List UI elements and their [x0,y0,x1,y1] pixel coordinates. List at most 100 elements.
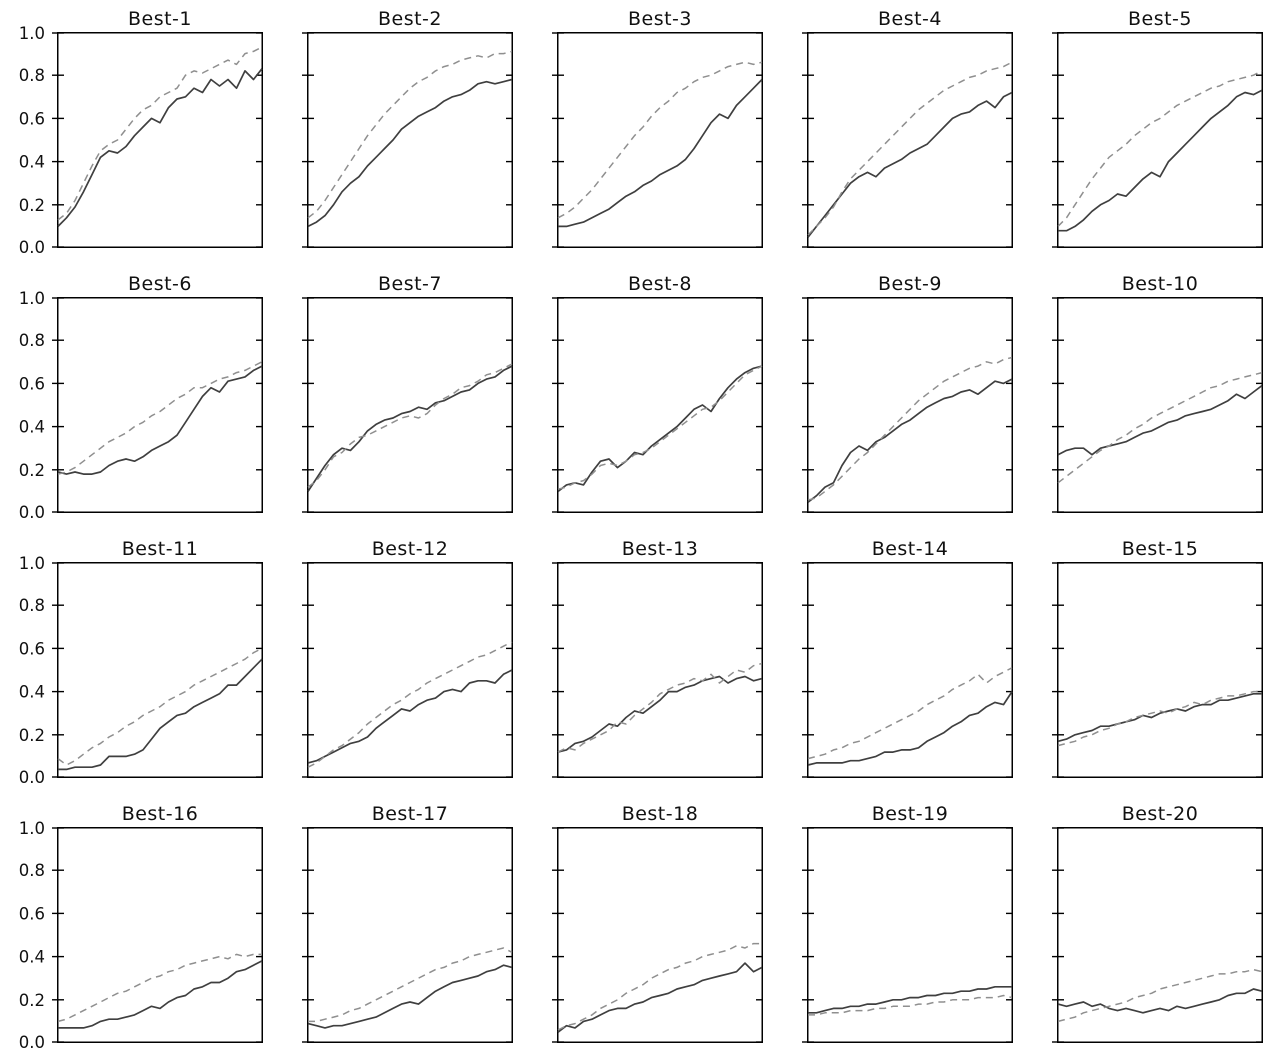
plot-area: 0.0 0.2 0.4 0.6 0.8 1.0 [19,554,263,787]
subplot: Best-17 [302,801,513,1060]
plot-area [302,297,513,513]
subplot: Best-9 [802,271,1013,536]
subplot-title: Best-13 [621,538,699,560]
dashed-series-line [57,953,262,1023]
y-tick-label: 0.2 [19,196,45,215]
plot-area [302,827,513,1043]
subplot-title: Best-5 [1127,8,1193,30]
plot-area [552,827,763,1043]
plot-area [1052,297,1263,513]
subplot-title: Best-8 [627,273,693,295]
subplot: Best-2 [302,6,513,271]
subplot-svg [1052,562,1263,778]
y-tick-label: 0.0 [19,768,45,787]
plot-area: 0.0 0.2 0.4 0.6 0.8 1.0 [19,819,263,1052]
plot-area [1052,827,1263,1043]
subplot-svg [302,827,513,1043]
plot-area [1052,562,1263,778]
subplot-svg: 0.0 0.2 0.4 0.6 0.8 1.0 [19,554,263,787]
subplot: Best-13 [552,536,763,801]
subplot-svg [1052,297,1263,513]
solid-series-line [307,365,513,492]
subplot: Best-4 [802,6,1013,271]
subplot-title: Best-15 [1121,538,1199,560]
subplot-svg: 0.0 0.2 0.4 0.6 0.8 1.0 [19,819,263,1052]
dashed-series-line [57,361,263,475]
y-tick-label: 1.0 [19,24,45,43]
subplot-title: Best-9 [877,273,943,295]
solid-series-line [557,365,763,493]
subplot-svg [552,32,763,248]
plot-area: 0.0 0.2 0.4 0.6 0.8 1.0 [19,24,263,257]
y-tick-label: 0.0 [19,238,45,257]
subplot-title: Best-16 [121,803,199,825]
subplot: Best-14 [802,536,1013,801]
subplot-svg [302,562,513,778]
y-tick-label: 0.0 [19,1033,45,1052]
subplot-svg [802,297,1013,513]
y-tick-label: 0.6 [19,374,45,393]
subplot: Best-11 0.0 0.2 0.4 0.6 0.8 1.0 [19,536,263,801]
y-tick-label: 0.4 [19,683,45,702]
subplot-svg [552,827,763,1043]
plot-area [552,297,763,513]
solid-series-line [58,658,263,771]
plot-area [802,562,1013,778]
subplot-title: Best-18 [621,803,699,825]
subplot: Best-10 [1052,271,1263,536]
subplot: Best-16 0.0 0.2 0.4 0.6 0.8 1.0 [19,801,263,1060]
dashed-series-line [1057,968,1263,1023]
subplot-title: Best-20 [1121,803,1199,825]
dashed-series-line [557,61,763,219]
solid-series-line [1057,988,1263,1014]
dashed-series-line [1057,371,1263,484]
plot-area [552,32,763,248]
dashed-series-line [308,947,513,1023]
subplot-svg [802,562,1013,778]
y-tick-label: 0.6 [19,904,45,923]
y-tick-label: 0.8 [19,596,45,615]
subplot-title: Best-2 [377,8,443,30]
y-tick-label: 0.8 [19,331,45,350]
subplot-title: Best-11 [121,538,199,560]
y-tick-label: 1.0 [19,554,45,573]
plot-area [802,827,1013,1043]
subplot: Best-8 [552,271,763,536]
subplot: Best-18 [552,801,763,1060]
subplot-title: Best-19 [871,803,949,825]
dashed-series-line [557,942,762,1031]
subplot-grid: Best-1 0.0 0.2 0.4 0.6 0.8 1.0 Best-2 Best-3 … [19,6,1286,1060]
subplot-svg [302,297,513,513]
plot-area: 0.0 0.2 0.4 0.6 0.8 1.0 [19,289,263,522]
subplot: Best-6 0.0 0.2 0.4 0.6 0.8 1.0 [19,271,263,536]
subplot: Best-20 [1052,801,1263,1060]
subplot-svg [302,32,513,248]
y-tick-label: 0.8 [19,861,45,880]
y-tick-label: 0.4 [19,418,45,437]
subplot-title: Best-4 [877,8,943,30]
subplot: Best-12 [302,536,513,801]
dashed-series-line [57,46,263,221]
y-tick-label: 1.0 [19,819,45,838]
subplot-svg [1052,32,1263,248]
y-tick-label: 0.6 [19,639,45,658]
subplot-title: Best-7 [377,273,443,295]
subplot-svg: 0.0 0.2 0.4 0.6 0.8 1.0 [19,289,263,522]
subplot: Best-5 [1052,6,1263,271]
dashed-series-line [1057,70,1263,227]
y-tick-label: 0.6 [19,109,45,128]
y-tick-label: 0.4 [19,153,45,172]
subplot-svg [552,297,763,513]
plot-area [1052,32,1263,248]
y-tick-label: 0.2 [19,726,45,745]
solid-series-line [807,691,1013,766]
plot-area [302,562,513,778]
subplot-title: Best-6 [127,273,193,295]
solid-series-line [1057,384,1263,456]
subplot-title: Best-3 [627,8,693,30]
dashed-series-line [808,994,1013,1016]
subplot-svg: 0.0 0.2 0.4 0.6 0.8 1.0 [19,24,263,257]
subplot-svg [552,562,763,778]
dashed-series-line [557,365,763,490]
solid-series-line [57,365,263,475]
